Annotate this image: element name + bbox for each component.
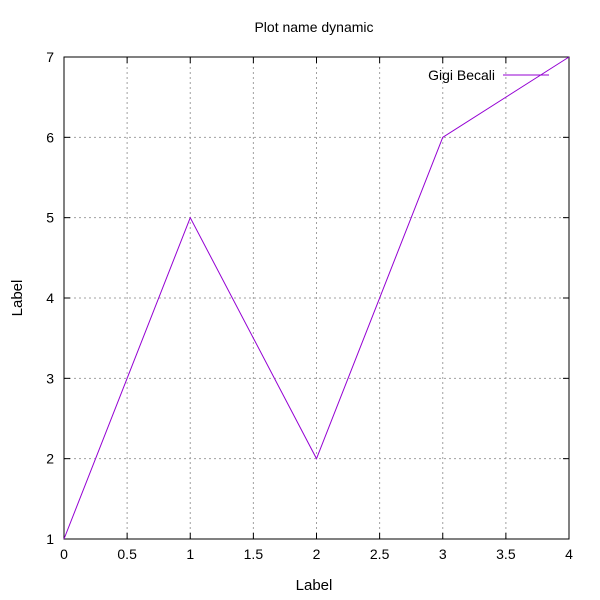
legend: Gigi Becali (428, 67, 549, 83)
series-layer (63, 56, 570, 540)
y-tick-label: 5 (46, 210, 54, 226)
x-tick-label: 0.5 (117, 546, 137, 562)
y-tick-label: 2 (46, 451, 54, 467)
legend-label: Gigi Becali (428, 67, 495, 83)
x-tick-label: 2 (313, 546, 321, 562)
y-tick-label: 7 (46, 49, 54, 65)
series-line (63, 56, 570, 540)
x-tick-label: 3.5 (496, 546, 516, 562)
x-tick-label: 2.5 (370, 546, 390, 562)
y-tick-label: 4 (46, 290, 54, 306)
x-tick-label: 1.5 (244, 546, 264, 562)
x-tick-label: 4 (565, 546, 573, 562)
y-tick-label: 1 (46, 531, 54, 547)
x-axis-label: Label (296, 577, 333, 594)
chart-title: Plot name dynamic (254, 19, 373, 35)
x-tick-label: 3 (439, 546, 447, 562)
y-axis-label: Label (9, 280, 26, 317)
axis-ticks: 0 0.5 1 1.5 2 2.5 3 3.5 4 1 2 3 4 5 6 7 (46, 49, 573, 562)
x-tick-label: 0 (60, 546, 68, 562)
grid-lines (64, 57, 569, 539)
x-tick-label: 1 (186, 546, 194, 562)
y-tick-label: 6 (46, 129, 54, 145)
y-tick-label: 3 (46, 370, 54, 386)
